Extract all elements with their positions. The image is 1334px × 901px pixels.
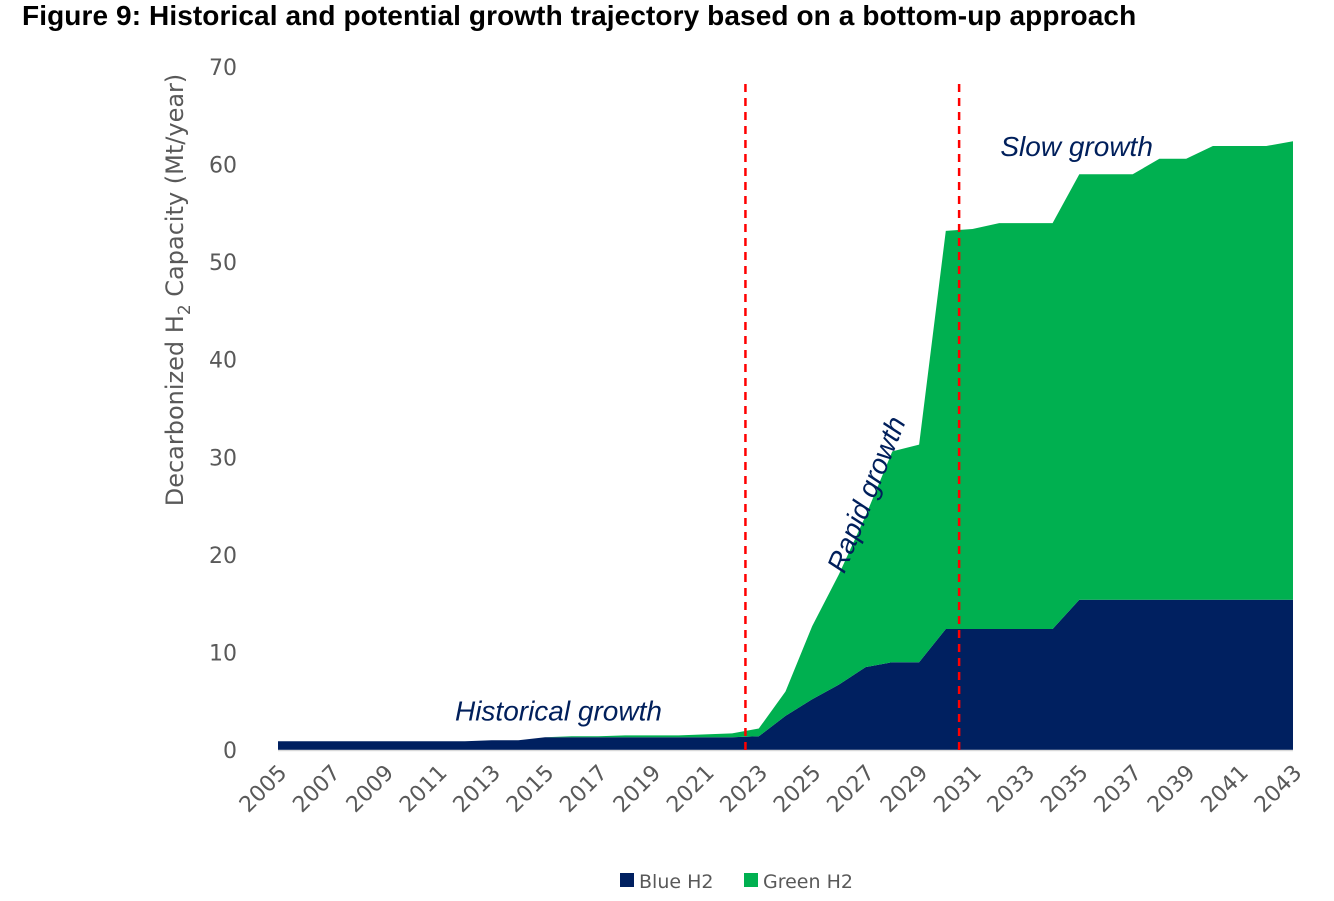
- legend-label: Blue H2: [639, 871, 713, 893]
- x-tick-label: 2029: [876, 761, 933, 818]
- y-tick-label: 60: [209, 154, 237, 179]
- y-tick-label: 40: [209, 349, 237, 374]
- x-tick-label: 2033: [983, 761, 1040, 818]
- x-tick-label: 2041: [1197, 761, 1254, 818]
- area-blue-h2: [278, 599, 1293, 750]
- x-tick-label: 2005: [235, 761, 292, 818]
- y-tick-label: 20: [209, 544, 237, 569]
- y-tick-label: 50: [209, 251, 237, 276]
- area-series-group: [278, 141, 1293, 750]
- y-axis-label: Decarbonized H2 Capacity (Mt/year): [161, 74, 195, 507]
- x-tick-label: 2025: [769, 761, 826, 818]
- x-tick-label: 2037: [1090, 761, 1147, 818]
- x-tick-label: 2027: [823, 761, 880, 818]
- y-tick-labels: 0 10 20 30 40 50 60 70: [209, 56, 237, 764]
- x-tick-label: 2023: [716, 761, 773, 818]
- annotation-historical-growth: Historical growth: [455, 696, 662, 727]
- legend-swatch: [620, 873, 634, 887]
- y-tick-label: 30: [209, 446, 237, 471]
- x-tick-label: 2019: [609, 761, 666, 818]
- x-tick-label: 2009: [342, 761, 399, 818]
- y-tick-label: 0: [223, 739, 237, 764]
- x-tick-label: 2021: [662, 761, 719, 818]
- x-tick-label: 2013: [449, 761, 506, 818]
- y-tick-label: 10: [209, 641, 237, 666]
- x-tick-label: 2043: [1250, 761, 1307, 818]
- x-tick-label: 2035: [1036, 761, 1093, 818]
- y-tick-label: 70: [209, 56, 237, 81]
- x-tick-label: 2015: [502, 761, 559, 818]
- annotation-slow-growth: Slow growth: [1000, 131, 1153, 162]
- x-tick-label: 2011: [395, 761, 452, 818]
- x-tick-label: 2031: [929, 761, 986, 818]
- legend-label: Green H2: [763, 871, 853, 893]
- legend-swatch: [744, 873, 758, 887]
- legend: Blue H2 Green H2: [620, 871, 853, 893]
- x-tick-label: 2007: [288, 761, 345, 818]
- area-green-h2: [278, 141, 1293, 742]
- chart-title: Figure 9: Historical and potential growt…: [22, 0, 1137, 31]
- x-tick-label: 2039: [1143, 761, 1200, 818]
- x-tick-label: 2017: [555, 761, 612, 818]
- x-tick-labels: 2005200720092011201320152017201920212023…: [235, 761, 1307, 818]
